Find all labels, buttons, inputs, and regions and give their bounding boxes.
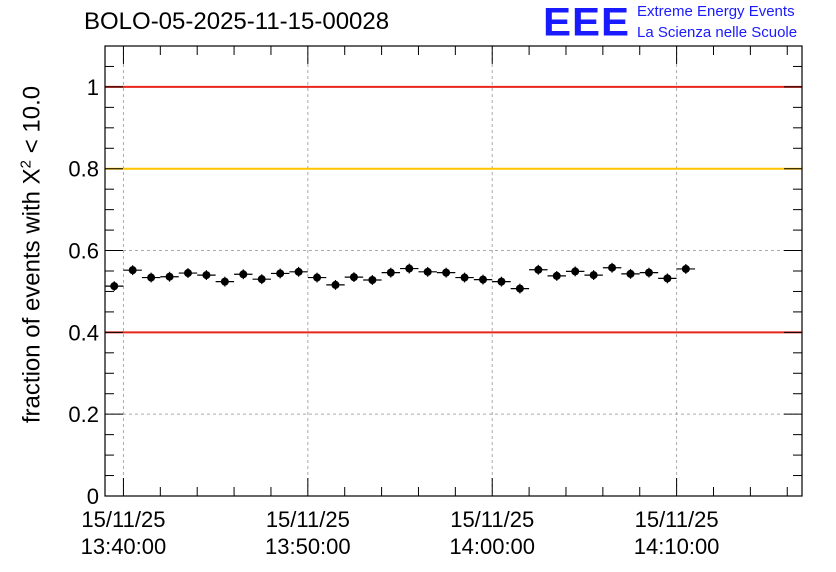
data-point: [405, 264, 414, 273]
data-point: [442, 268, 451, 277]
data-point: [276, 269, 285, 278]
y-tick-label: 0: [87, 484, 99, 509]
data-point: [460, 273, 469, 282]
x-tick-label-time: 13:40:00: [81, 534, 167, 559]
data-point: [368, 276, 377, 284]
y-tick-label: 1: [87, 75, 99, 100]
chart-title: BOLO-05-2025-11-15-00028: [84, 8, 390, 35]
x-tick-label-date: 15/11/25: [81, 507, 165, 532]
data-point: [534, 265, 543, 274]
data-point: [552, 271, 561, 280]
eee-logo: EEE: [543, 0, 631, 44]
data-point: [515, 284, 524, 293]
data-point: [423, 267, 432, 276]
data-point: [331, 280, 340, 289]
data-point: [349, 273, 358, 282]
data-point: [644, 268, 653, 277]
data-point: [147, 273, 156, 282]
y-tick-label: 0.4: [68, 320, 99, 345]
plot-frame: [104, 45, 803, 497]
x-tick-label-time: 13:50:00: [265, 534, 351, 559]
data-point: [165, 272, 174, 281]
data-point: [589, 271, 598, 280]
data-point: [294, 267, 303, 276]
data-point: [220, 277, 229, 286]
data-point: [608, 263, 617, 272]
data-point: [571, 267, 580, 276]
data-point: [257, 275, 266, 284]
data-point: [183, 269, 192, 278]
y-tick-label: 0.2: [68, 402, 99, 427]
x-tick-label-time: 14:10:00: [634, 534, 720, 559]
data-point: [313, 273, 322, 282]
x-tick-label-date: 15/11/25: [635, 507, 719, 532]
data-point: [239, 270, 248, 279]
data-point: [626, 269, 635, 278]
x-tick-label-date: 15/11/25: [450, 507, 534, 532]
logo-line-1: Extreme Energy Events: [637, 3, 795, 20]
x-tick-label-date: 15/11/25: [266, 507, 350, 532]
data-point: [386, 268, 395, 277]
x-tick-label-time: 14:00:00: [449, 534, 535, 559]
logo-line-2: La Scienza nelle Scuole: [637, 24, 798, 41]
data-point: [128, 266, 137, 275]
data-point: [663, 274, 672, 283]
y-tick-label: 0.6: [68, 239, 99, 264]
data-point: [497, 277, 506, 286]
data-point: [681, 264, 690, 273]
data-point: [110, 282, 119, 291]
data-point: [479, 275, 488, 284]
data-point: [202, 271, 211, 280]
y-tick-label: 0.8: [68, 157, 99, 182]
